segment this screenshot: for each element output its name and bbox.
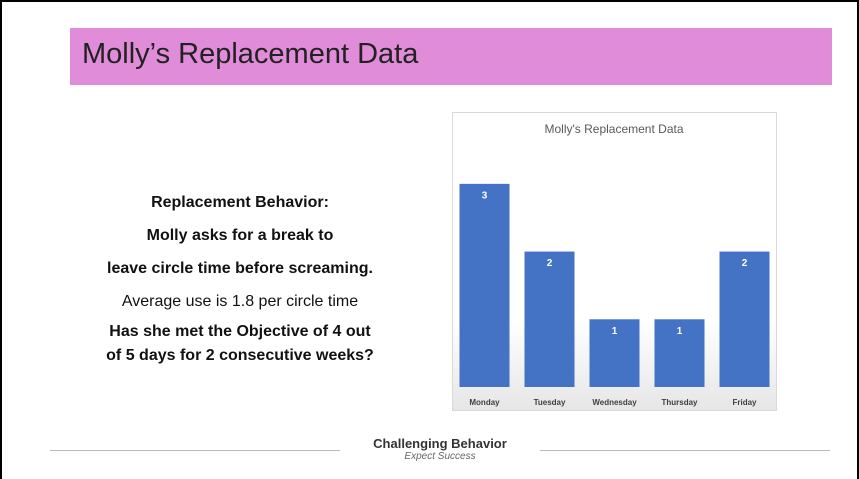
bar bbox=[589, 319, 640, 387]
bar bbox=[654, 319, 705, 387]
x-tick-label: Monday bbox=[469, 398, 500, 407]
text-line: Molly asks for a break to bbox=[146, 227, 334, 244]
data-label: 1 bbox=[677, 326, 683, 337]
x-tick-label: Wednesday bbox=[592, 398, 637, 407]
bar bbox=[524, 251, 575, 387]
data-label: 1 bbox=[612, 326, 618, 337]
logo-brand: Challenging Behavior bbox=[373, 436, 507, 451]
x-tick-label: Tuesday bbox=[534, 398, 566, 407]
text-line: of 5 days for 2 consecutive weeks? bbox=[106, 347, 374, 364]
x-tick-label: Thursday bbox=[661, 398, 698, 407]
text-line: Average use is 1.8 per circle time bbox=[121, 293, 359, 310]
chart: Molly's Replacement Data Monday 3 Tuesday 2… bbox=[452, 112, 777, 411]
text-line: leave circle time before screaming. bbox=[107, 260, 373, 277]
text-line: Has she met the Objective of 4 out bbox=[109, 323, 371, 340]
text-line: Replacement Behavior: bbox=[151, 194, 329, 211]
bar bbox=[459, 183, 510, 387]
x-tick-label: Friday bbox=[732, 398, 757, 407]
title-bar: Molly’s Replacement Data bbox=[70, 28, 832, 85]
data-label: 2 bbox=[742, 258, 748, 269]
body-text: Replacement Behavior: Molly asks for a b… bbox=[70, 186, 410, 366]
chart-title: Molly's Replacement Data bbox=[544, 122, 683, 136]
data-label: 3 bbox=[482, 190, 488, 201]
footer-line bbox=[50, 450, 340, 451]
footer-logo: Challenging Behavior Expect Success bbox=[340, 436, 540, 462]
slide-title: Molly’s Replacement Data bbox=[82, 38, 419, 70]
data-label: 2 bbox=[547, 258, 553, 269]
logo-tagline: Expect Success bbox=[404, 451, 476, 462]
footer-line bbox=[540, 450, 830, 451]
bar bbox=[719, 251, 770, 387]
